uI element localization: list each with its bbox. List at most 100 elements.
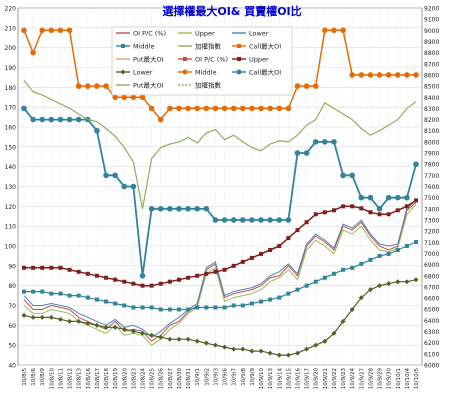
data-point bbox=[113, 277, 118, 282]
data-point bbox=[103, 83, 109, 89]
data-point bbox=[367, 287, 373, 293]
data-point bbox=[367, 72, 374, 78]
data-point bbox=[103, 324, 109, 330]
data-point bbox=[258, 217, 264, 223]
data-point bbox=[130, 94, 137, 101]
legend-item: 加權指數 bbox=[178, 41, 222, 50]
y-right-tick-label: 6300 bbox=[424, 329, 439, 336]
data-point bbox=[167, 206, 173, 212]
data-point bbox=[350, 265, 355, 270]
y-left-tick-label: 50 bbox=[8, 343, 16, 350]
data-point bbox=[48, 116, 55, 123]
data-point bbox=[67, 318, 73, 324]
data-point bbox=[267, 217, 273, 223]
data-point bbox=[157, 206, 164, 212]
data-point bbox=[395, 247, 400, 252]
x-tick-label: 10/9/15 bbox=[286, 368, 292, 390]
data-point bbox=[267, 350, 273, 356]
data-point bbox=[377, 212, 382, 217]
data-point bbox=[140, 283, 145, 288]
data-point bbox=[103, 172, 109, 179]
data-point bbox=[213, 269, 218, 274]
data-point bbox=[341, 204, 346, 209]
y-left-tick-label: 90 bbox=[8, 263, 16, 270]
data-point bbox=[395, 279, 401, 285]
legend-label: Middle bbox=[133, 42, 154, 50]
x-tick-label: 10/8/24 bbox=[141, 368, 147, 390]
data-point bbox=[341, 267, 346, 272]
data-point bbox=[350, 204, 355, 209]
data-point bbox=[67, 293, 72, 298]
data-point bbox=[322, 27, 328, 34]
data-point bbox=[358, 72, 365, 78]
data-point bbox=[139, 272, 146, 279]
data-point bbox=[22, 289, 26, 294]
y-right-tick-label: 8500 bbox=[424, 84, 439, 91]
data-point bbox=[57, 116, 64, 123]
data-point bbox=[75, 116, 82, 123]
legend-label: 加權指數 bbox=[195, 80, 222, 89]
data-point bbox=[221, 217, 228, 223]
data-point bbox=[268, 297, 273, 302]
data-point bbox=[276, 217, 283, 223]
y-left-tick-label: 80 bbox=[8, 283, 16, 290]
legend-label: Lower bbox=[249, 29, 269, 37]
y-right-tick-label: 8800 bbox=[424, 50, 439, 57]
data-point bbox=[222, 267, 227, 272]
data-point bbox=[377, 283, 383, 289]
data-point bbox=[413, 72, 419, 78]
data-point bbox=[222, 344, 228, 350]
data-point bbox=[94, 273, 99, 278]
y-right-tick-label: 8900 bbox=[424, 39, 439, 46]
data-point bbox=[22, 265, 26, 270]
data-point bbox=[249, 217, 255, 223]
data-point bbox=[158, 307, 163, 312]
legend-label: Put最大OI bbox=[133, 54, 164, 63]
data-point bbox=[66, 27, 73, 34]
x-tick-label: 10/9/20 bbox=[314, 368, 320, 390]
x-tick-label: 10/9/28 bbox=[368, 368, 374, 390]
data-point bbox=[249, 255, 254, 260]
data-point bbox=[231, 263, 236, 268]
data-point bbox=[331, 27, 337, 34]
legend-box bbox=[111, 26, 293, 96]
data-point bbox=[113, 301, 118, 306]
legend-label: Upper bbox=[195, 29, 215, 37]
legend-label: Put最大OI bbox=[133, 80, 164, 89]
data-point bbox=[249, 348, 255, 354]
data-point bbox=[303, 150, 310, 156]
x-tick-label: 10/8/26 bbox=[159, 368, 165, 390]
data-point bbox=[349, 172, 355, 179]
data-point bbox=[313, 342, 319, 348]
data-point bbox=[30, 49, 36, 56]
data-point bbox=[121, 183, 128, 190]
series-4 bbox=[21, 277, 419, 358]
data-point bbox=[368, 257, 373, 262]
x-tick-label: 10/9/1 bbox=[195, 368, 201, 386]
data-point bbox=[122, 303, 127, 308]
data-point bbox=[312, 139, 319, 145]
data-point bbox=[376, 72, 383, 78]
data-point bbox=[104, 299, 109, 304]
y-right-tick-label: 8600 bbox=[424, 72, 439, 79]
x-tick-label: 10/8/11 bbox=[58, 368, 64, 389]
x-tick-label: 10/9/23 bbox=[341, 368, 347, 390]
data-point bbox=[158, 334, 164, 340]
data-point bbox=[231, 303, 236, 308]
data-point bbox=[212, 105, 219, 112]
data-point bbox=[139, 94, 146, 101]
data-point bbox=[167, 307, 172, 312]
legend-label: Middle bbox=[195, 68, 216, 76]
y-right-tick-label: 7500 bbox=[424, 195, 439, 202]
data-point bbox=[85, 320, 91, 326]
data-point bbox=[39, 314, 45, 320]
y-left-tick-label: 210 bbox=[5, 25, 17, 32]
data-point bbox=[377, 253, 382, 258]
data-point bbox=[21, 312, 27, 318]
data-point bbox=[40, 265, 45, 270]
x-tick-label: 10/8/13 bbox=[77, 368, 83, 390]
data-point bbox=[414, 240, 418, 245]
legend-swatch-marker bbox=[236, 69, 242, 75]
y-left-tick-label: 130 bbox=[5, 184, 17, 191]
